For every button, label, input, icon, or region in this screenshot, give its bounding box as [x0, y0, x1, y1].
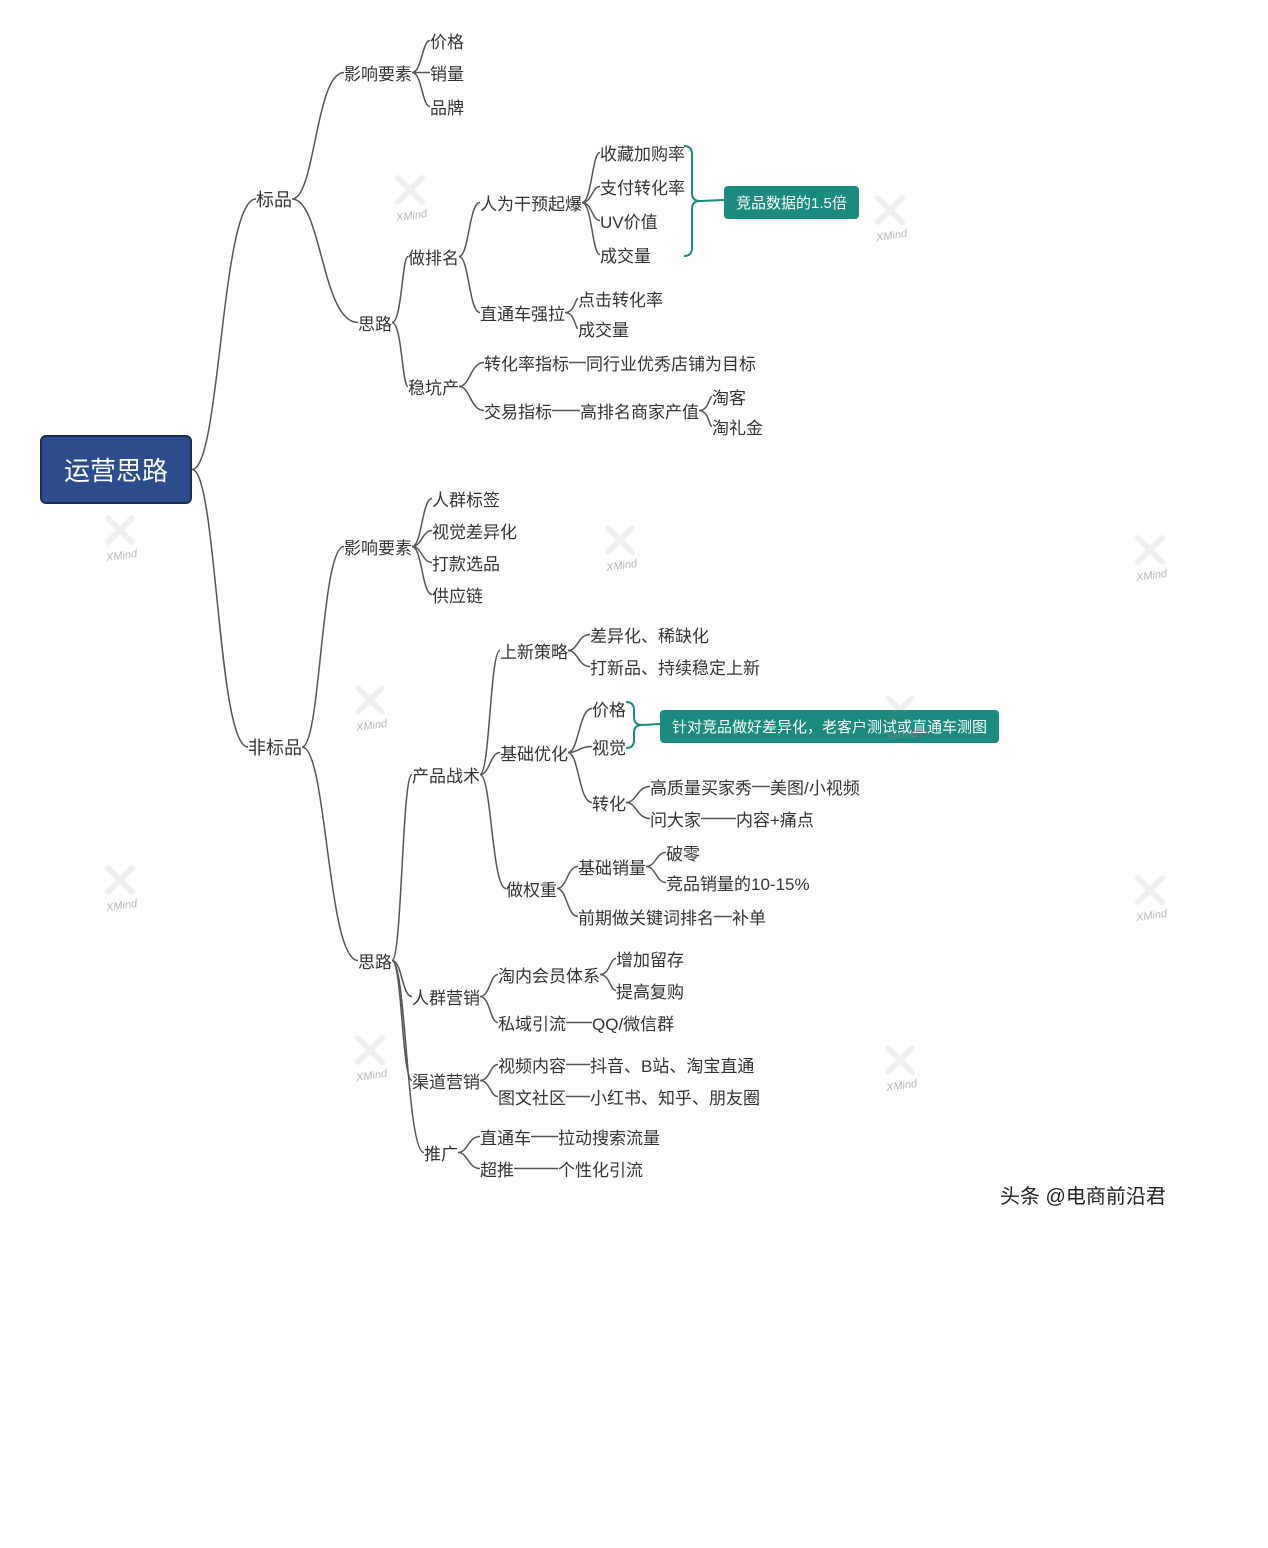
node-fb_taonei: 淘内会员体系	[498, 962, 600, 987]
node-fb_qianqi: 前期做关键词排名	[578, 904, 714, 929]
node-bp_silu: 思路	[358, 310, 392, 335]
watermark-text: XMind	[355, 718, 388, 734]
watermark-text: XMind	[605, 558, 638, 574]
node-fb_wendajia: 问大家	[650, 806, 701, 831]
node-fb_chayihua: 差异化、稀缺化	[590, 622, 709, 647]
node-fb_zhuanhua2: 转化	[592, 790, 626, 815]
node-fb_poling: 破零	[666, 840, 700, 865]
node-bp_taoke: 淘客	[712, 384, 746, 409]
node-fb_zhitongche: 直通车	[480, 1124, 531, 1149]
node-bp_xiaoliang: 销量	[430, 60, 464, 85]
node-fb_jingpin: 竞品销量的10-15%	[666, 870, 810, 895]
node-fb_silu: 思路	[358, 948, 392, 973]
watermark-text: XMind	[875, 228, 908, 244]
node-fb_qq: QQ/微信群	[592, 1010, 674, 1035]
node-fb_douyin: 抖音、B站、淘宝直通	[590, 1052, 754, 1077]
watermark-text: XMind	[105, 898, 138, 914]
node-fb_meitu: 美图/小视频	[770, 774, 860, 799]
node-fb_zengjia: 增加留存	[616, 946, 684, 971]
node-bp_shoucang: 收藏加购率	[600, 140, 685, 165]
callout-c2: 针对竞品做好差异化，老客户测试或直通车测图	[660, 710, 999, 743]
node-fb_neirong: 内容+痛点	[736, 806, 814, 831]
watermark-text: XMind	[885, 1078, 918, 1094]
node-bp_wenkang: 稳坑产	[408, 374, 459, 399]
node-bp_dianji: 点击转化率	[578, 286, 663, 311]
node-fb_jichu: 基础优化	[500, 740, 568, 765]
node-fb_shipin: 视频内容	[498, 1052, 566, 1077]
node-fb_yingxiang: 影响要素	[344, 534, 412, 559]
node-fb_dakuan: 打款选品	[432, 550, 500, 575]
node-fb_daxinpin: 打新品、持续稳定上新	[590, 654, 760, 679]
node-bp_tonghang: 同行业优秀店铺为目标	[586, 350, 756, 375]
watermark-text: XMind	[1135, 568, 1168, 584]
node-bp_zhitong: 直通车强拉	[480, 300, 565, 325]
node-fb_xiaohongshu: 小红书、知乎、朋友圈	[590, 1084, 760, 1109]
node-fb_shijue2: 视觉	[592, 734, 626, 759]
node-biaopin: 标品	[256, 186, 292, 212]
attribution-text: 头条 @电商前沿君	[1000, 1180, 1166, 1209]
node-fb_tuiguang: 推广	[424, 1140, 458, 1165]
node-bp_gaopaiming: 高排名商家产值	[580, 398, 699, 423]
node-fb_siyu: 私域引流	[498, 1010, 566, 1035]
node-fb_gexing: 个性化引流	[558, 1156, 643, 1181]
node-feibiaopin: 非标品	[248, 734, 302, 760]
node-fb_renqun: 人群标签	[432, 486, 500, 511]
node-bp_chengjiao2: 成交量	[578, 316, 629, 341]
node-bp_jiage: 价格	[430, 28, 464, 53]
node-bp_pinpai: 品牌	[430, 94, 464, 119]
node-bp_jiaoyi: 交易指标	[484, 398, 552, 423]
node-fb_tuwen: 图文社区	[498, 1084, 566, 1109]
node-bp_uv: UV价值	[600, 208, 658, 233]
node-bp_taolijin: 淘礼金	[712, 414, 763, 439]
node-fb_shijue: 视觉差异化	[432, 518, 517, 543]
node-fb_chaotui: 超推	[480, 1156, 514, 1181]
watermark-text: XMind	[105, 548, 138, 564]
node-fb_jichuxiaoliang: 基础销量	[578, 854, 646, 879]
node-fb_jiage2: 价格	[592, 696, 626, 721]
node-bp_chengjiao: 成交量	[600, 242, 651, 267]
node-fb_budan: 补单	[732, 904, 766, 929]
callout-c1: 竞品数据的1.5倍	[724, 186, 859, 219]
node-fb_tigao: 提高复购	[616, 978, 684, 1003]
node-bp_zhifu: 支付转化率	[600, 174, 685, 199]
watermark-text: XMind	[355, 1068, 388, 1084]
node-bp_ganyu: 人为干预起爆	[480, 190, 582, 215]
node-fb_ladong: 拉动搜索流量	[558, 1124, 660, 1149]
node-bp_zhuanhua: 转化率指标	[484, 350, 569, 375]
node-fb_renqunying: 人群营销	[412, 984, 480, 1009]
root-node: 运营思路	[40, 435, 192, 504]
node-fb_shangxin: 上新策略	[500, 638, 568, 663]
watermark-text: XMind	[395, 208, 428, 224]
node-bp_yingxiang: 影响要素	[344, 60, 412, 85]
node-fb_qudao: 渠道营销	[412, 1068, 480, 1093]
node-fb_chanpin: 产品战术	[412, 762, 480, 787]
node-fb_quanzhong: 做权重	[506, 876, 557, 901]
node-fb_gongying: 供应链	[432, 582, 483, 607]
node-bp_paiming: 做排名	[408, 244, 459, 269]
watermark-text: XMind	[1135, 908, 1168, 924]
node-fb_maijiaxiu: 高质量买家秀	[650, 774, 752, 799]
